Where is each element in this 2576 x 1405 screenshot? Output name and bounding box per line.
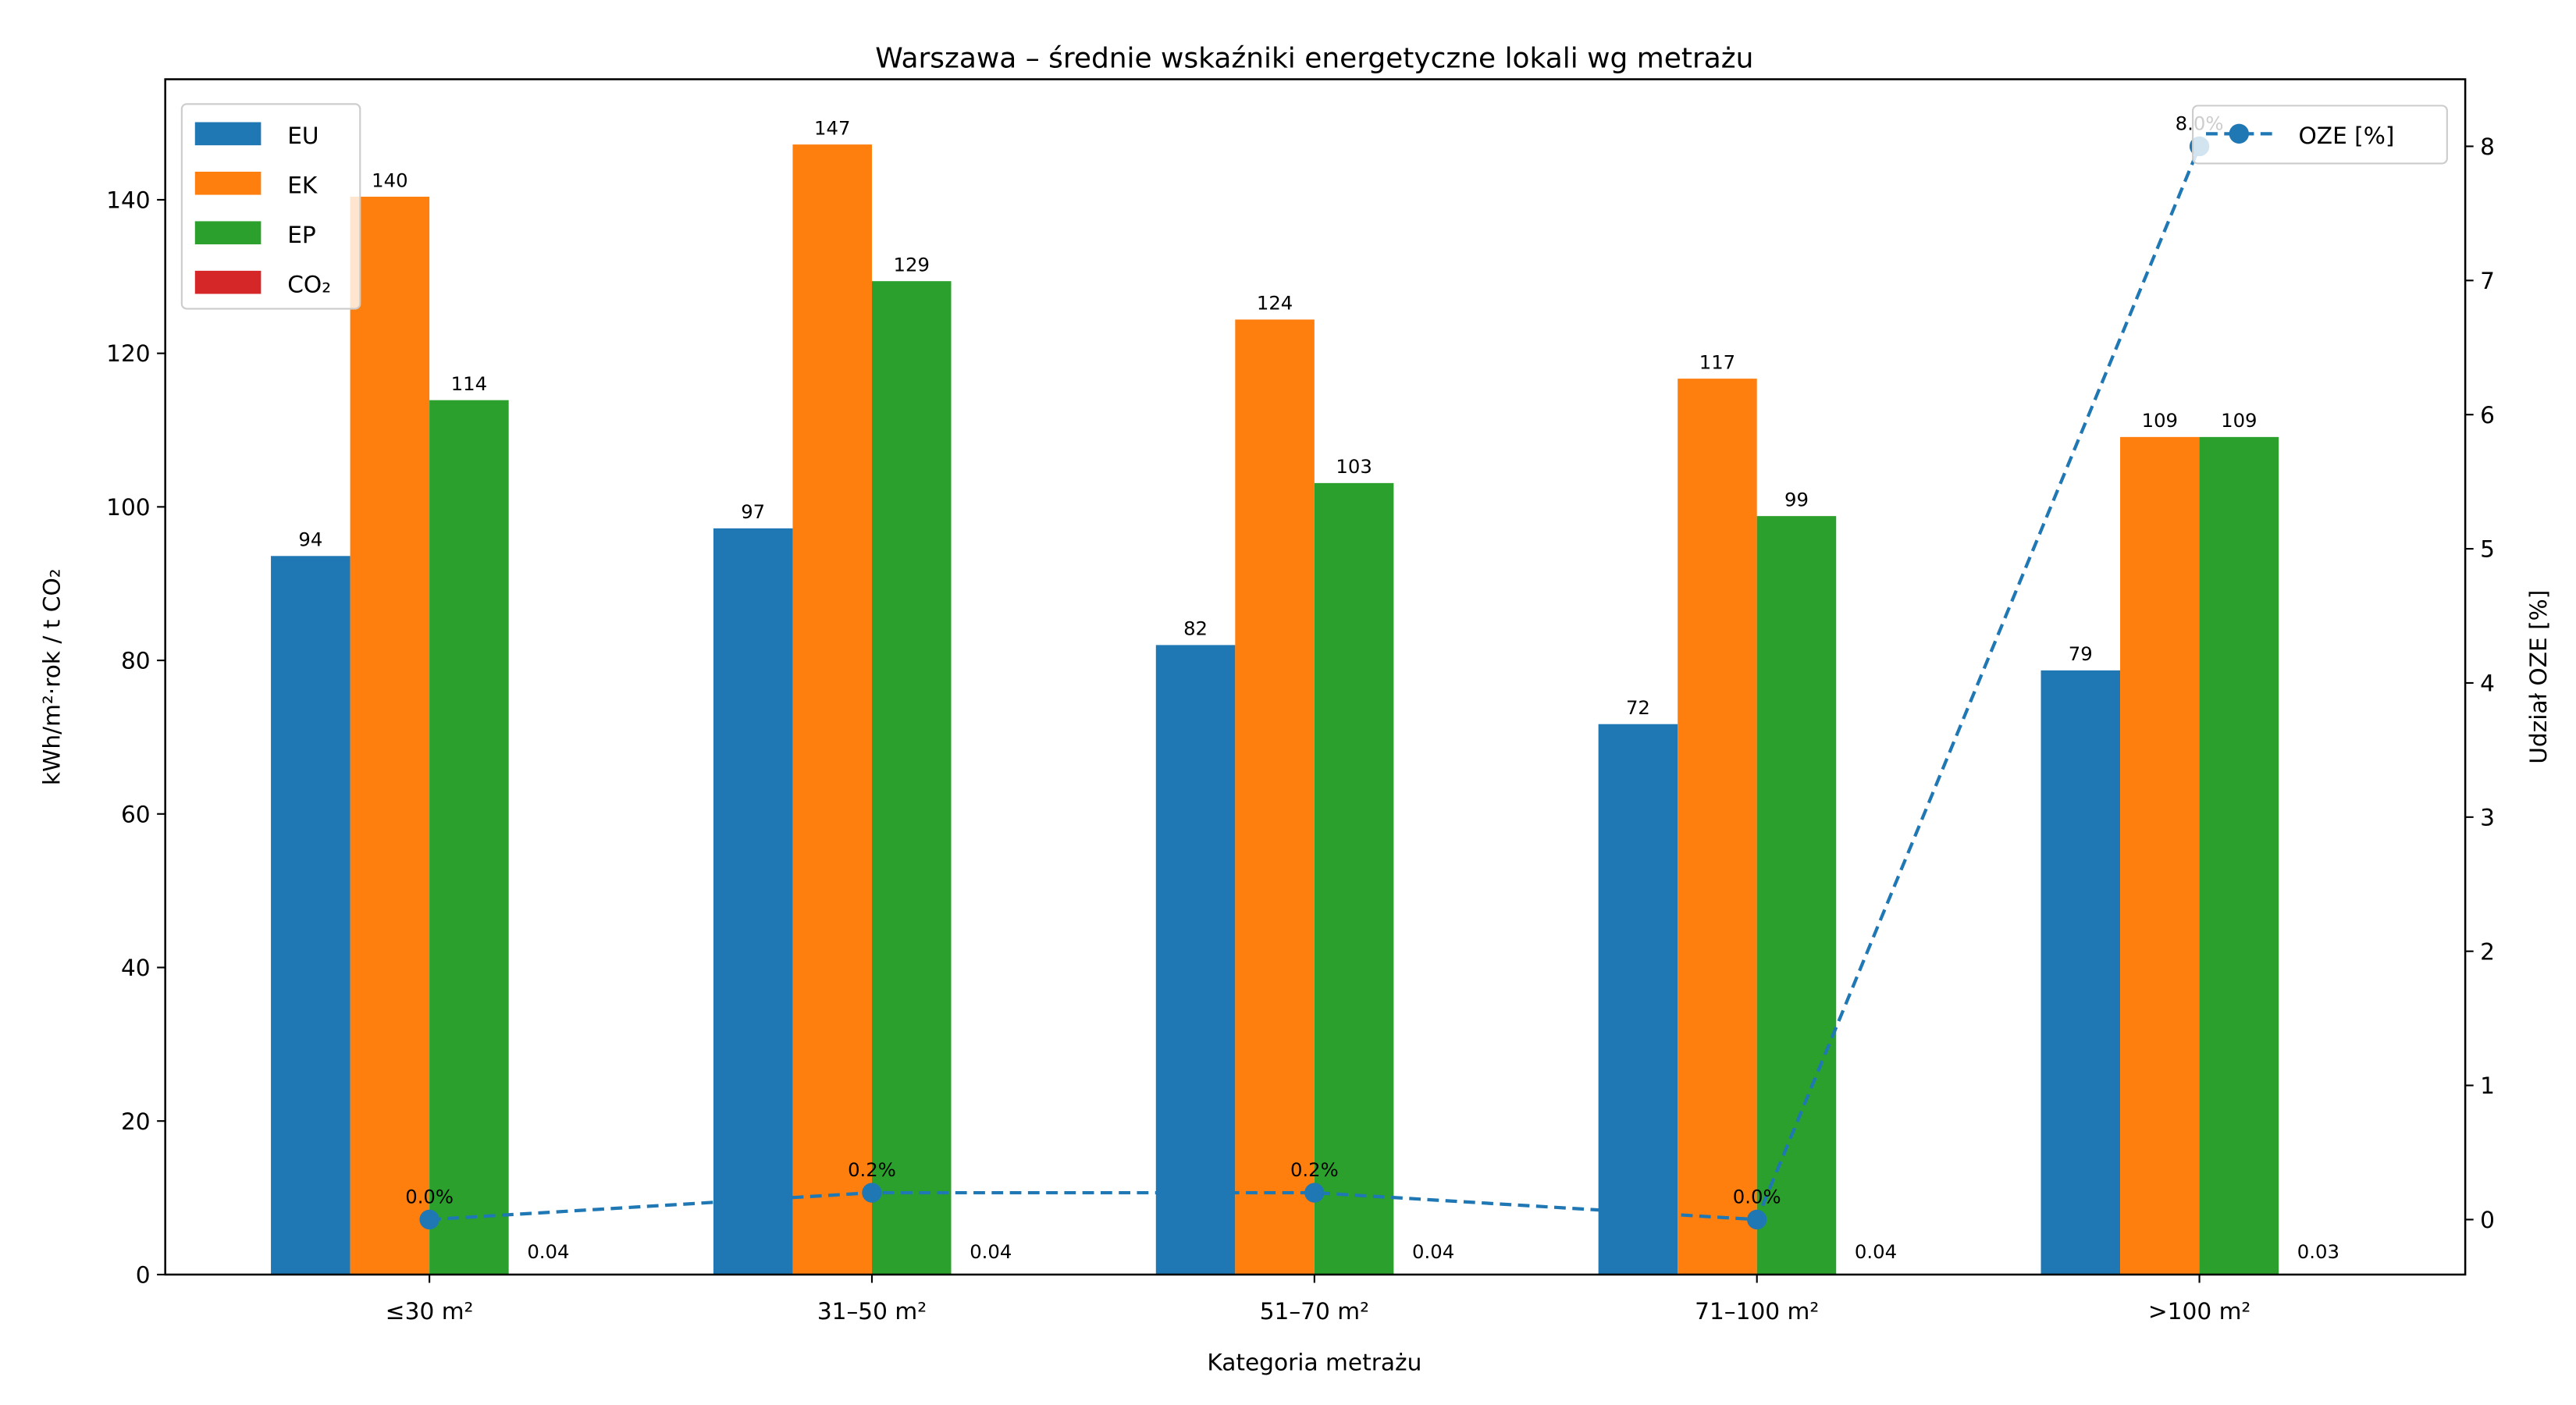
bar-ek-4 [2120,436,2200,1275]
y-right-tick-label: 8 [2480,133,2495,160]
bar-label: 0.04 [527,1240,569,1263]
bar-label: 129 [894,254,930,276]
bar-eu-1 [713,528,793,1275]
bar-label: 94 [298,528,322,551]
bar-label: 109 [2221,409,2257,432]
bar-label: 109 [2142,409,2178,432]
y-right-tick-label: 5 [2480,536,2495,563]
y-right-tick-label: 1 [2480,1072,2495,1099]
bar-label: 82 [1183,617,1208,640]
y-right-tick-label: 7 [2480,268,2495,294]
y-right-tick-label: 6 [2480,402,2495,429]
y-tick-label: 80 [121,648,151,674]
bar-ep-2 [1314,482,1394,1275]
bar-label: 79 [2069,642,2093,665]
bar-ep-4 [2199,436,2279,1275]
bar-label: 0.04 [970,1240,1012,1263]
bar-label: 0.04 [1412,1240,1454,1263]
bar-label: 147 [814,116,850,139]
legend [180,103,361,310]
bar-label: 99 [1784,488,1809,510]
x-tick-label: 71–100 m² [1695,1298,1819,1325]
bar-ep-1 [871,281,952,1275]
bar-eu-2 [1155,645,1236,1275]
bar-ek-2 [1235,319,1315,1275]
x-tick-label: ≤30 m² [386,1298,474,1325]
chart-title: Warszawa – średnie wskaźniki energetyczn… [875,43,1753,75]
bar-label: 140 [372,169,407,191]
oze-label: 0.2% [1290,1158,1339,1181]
bar-label: 0.03 [2297,1240,2339,1263]
bar-label: 114 [451,372,487,395]
oze-label: 0.0% [1733,1185,1781,1208]
y-right-tick-label: 2 [2480,938,2495,965]
x-tick-label: >100 m² [2148,1298,2250,1325]
bar-label: 97 [741,500,765,523]
oze-label: 0.2% [848,1158,896,1181]
bar-ep-3 [1756,516,1837,1275]
legend-label: EK [287,172,318,198]
y-tick-label: 120 [106,340,151,367]
bar-label: 0.04 [1855,1240,1897,1263]
legend-label: CO₂ [287,271,331,297]
legend-label: EP [287,222,316,248]
y-tick-label: 100 [106,494,151,521]
bar-label: 72 [1626,696,1650,719]
bar-eu-4 [2041,670,2121,1275]
y-axis-label: kWh/m²·rok / t CO₂ [38,568,65,785]
bar-label: 124 [1257,292,1293,315]
plot-area: 9497827279140147124117109114129103991090… [106,78,2495,1325]
legend-label: EU [287,123,318,149]
legend-swatch-ek [194,171,262,195]
x-tick-label: 31–50 m² [817,1298,927,1325]
bar-ek-1 [792,144,872,1275]
bar-ep-0 [429,400,509,1275]
y-tick-label: 60 [121,801,151,827]
y-right-tick-label: 0 [2480,1207,2495,1233]
oze-line [429,145,2201,1222]
x-tick-label: 51–70 m² [1260,1298,1369,1325]
y-tick-label: 40 [121,955,151,981]
bar-ek-3 [1678,379,1757,1275]
bar-label: 117 [1699,350,1735,373]
oze-point-2 [1304,1183,1325,1203]
oze-point-0 [419,1209,439,1230]
oze-label: 0.0% [405,1185,454,1208]
oze-point-1 [862,1183,882,1203]
bar-ek-0 [350,197,430,1275]
y-right-tick-label: 3 [2480,804,2495,831]
legend-swatch-ep [194,221,262,245]
bar-label: 103 [1336,455,1372,478]
legend-swatch-co₂ [194,270,262,294]
oze-point-3 [1747,1209,1767,1230]
y-tick-label: 0 [136,1261,151,1288]
bar-eu-0 [271,556,350,1275]
bar-eu-3 [1598,724,1678,1275]
y-tick-label: 140 [106,187,151,214]
legend-label: OZE [%] [2298,123,2394,149]
legend-swatch-eu [194,122,262,146]
y-axis-right-label: Udział OZE [%] [2525,590,2552,764]
y-right-tick-label: 4 [2480,670,2495,697]
legend-oze-marker [2229,123,2250,144]
legend-right [2192,105,2448,165]
y-tick-label: 20 [121,1108,151,1135]
x-axis-label: Kategoria metrażu [1207,1350,1421,1376]
